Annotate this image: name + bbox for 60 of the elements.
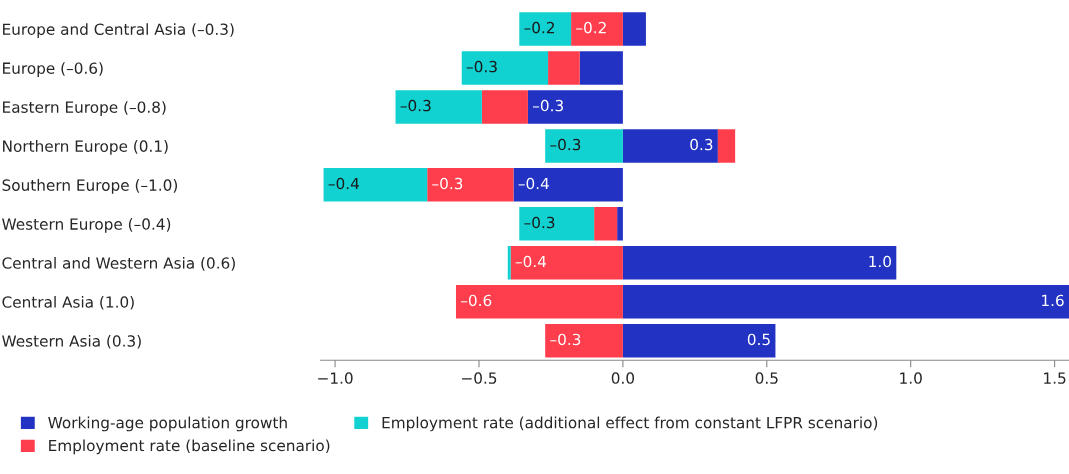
bar <box>519 207 595 241</box>
bar <box>545 129 623 163</box>
data-label: –0.3 <box>550 333 581 346</box>
bar <box>622 129 718 163</box>
bar <box>622 246 897 280</box>
data-label: 1.0 <box>869 255 891 268</box>
bar <box>594 207 618 241</box>
bar <box>455 285 623 319</box>
data-label: –0.3 <box>550 138 581 151</box>
bar <box>622 323 776 358</box>
data-label: –0.3 <box>432 177 463 190</box>
x-tick-label: −1.0 <box>318 372 353 384</box>
legend-label: Employment rate (additional effect from constant LFPR scenario) <box>382 416 878 432</box>
data-label: 0.5 <box>747 333 770 346</box>
legend-label: Employment rate (baseline scenario) <box>49 439 330 455</box>
y-tick-label: Europe and Central Asia (–0.3) <box>3 23 234 38</box>
bar <box>571 12 623 46</box>
bar <box>579 51 623 85</box>
bar <box>622 12 646 46</box>
y-tick-label: Western Europe (–0.4) <box>2 218 171 233</box>
data-label: –0.6 <box>461 294 492 307</box>
bar <box>481 90 528 124</box>
data-label: –0.3 <box>524 216 555 229</box>
bar <box>513 168 623 202</box>
data-label: –0.2 <box>576 21 606 34</box>
data-label: –0.2 <box>524 21 555 34</box>
bar <box>461 51 549 85</box>
data-label: –0.4 <box>515 255 547 268</box>
data-label: –0.3 <box>400 99 431 112</box>
data-label: –0.4 <box>518 177 549 190</box>
x-tick-label: 1.0 <box>900 372 922 384</box>
y-tick-label: Europe (–0.6) <box>3 62 103 77</box>
data-label: –0.3 <box>466 60 497 73</box>
y-tick-label: Southern Europe (–1.0) <box>2 179 178 194</box>
bar <box>507 246 511 280</box>
bar <box>395 90 482 124</box>
bar <box>427 168 514 202</box>
y-tick-label: Eastern Europe (–0.8) <box>3 101 166 116</box>
x-tick-label: −0.5 <box>462 372 497 384</box>
bar <box>622 285 1069 319</box>
data-label: 0.3 <box>690 138 713 151</box>
bar <box>527 90 623 124</box>
y-tick-label: Central Asia (1.0) <box>2 295 134 310</box>
y-tick-label: Central and Western Asia (0.6) <box>2 257 235 271</box>
x-tick-label: 1.5 <box>1044 372 1066 384</box>
data-label: –0.4 <box>328 177 359 190</box>
bar <box>510 246 623 280</box>
data-label: 1.6 <box>1042 294 1064 307</box>
legend-label: Working-age population growth <box>48 416 287 432</box>
data-label: –0.3 <box>532 99 563 112</box>
bar <box>323 168 428 202</box>
bar <box>617 207 623 241</box>
bar <box>548 51 580 85</box>
y-tick-label: Western Asia (0.3) <box>2 334 141 349</box>
bar <box>519 12 572 46</box>
y-tick-label: Northern Europe (0.1) <box>3 140 168 155</box>
bar <box>545 323 623 358</box>
x-tick-label: 0.5 <box>755 372 778 384</box>
bar <box>717 129 736 163</box>
x-tick-label: 0.0 <box>611 372 635 384</box>
